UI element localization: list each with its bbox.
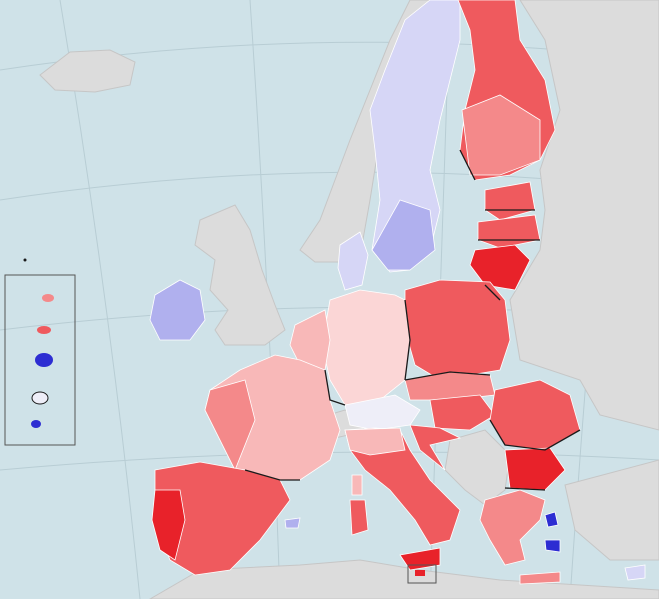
- region-crete: [519, 571, 561, 585]
- outermost-regions-inset: [4, 258, 76, 446]
- russia-belarus-ukraine: [509, 0, 659, 431]
- region-sweden-south: [371, 199, 436, 271]
- inset-island-1: [42, 294, 54, 302]
- inset-island-2: [37, 326, 51, 334]
- region-finland-south: [461, 94, 541, 176]
- great-britain: [194, 204, 286, 346]
- inset-frame: [4, 274, 76, 446]
- region-aegean-islands: [544, 511, 559, 528]
- region-greece: [479, 489, 546, 566]
- malta-inset-frame: [407, 564, 437, 584]
- turkey: [564, 459, 659, 561]
- region-balearics: [284, 517, 301, 529]
- region-lithuania: [469, 244, 531, 291]
- malta-inset-island: [415, 570, 425, 576]
- inset-island-4: [31, 391, 49, 405]
- region-portugal: [151, 489, 186, 561]
- region-croatia: [409, 424, 462, 471]
- region-ireland: [149, 279, 206, 341]
- inset-island-3: [35, 353, 53, 367]
- region-corsica: [351, 474, 363, 496]
- national-borders: [244, 149, 581, 491]
- region-cyprus: [624, 564, 646, 581]
- region-aegean-islands-2: [544, 539, 561, 553]
- inset-island-5: [31, 420, 41, 428]
- region-hungary: [429, 394, 496, 431]
- region-poland: [404, 279, 511, 381]
- region-italy-north: [344, 427, 406, 456]
- region-bulgaria: [504, 447, 566, 491]
- region-sardinia: [349, 499, 369, 536]
- iceland: [39, 49, 136, 93]
- eu-regions: [149, 0, 646, 585]
- region-denmark: [337, 231, 369, 291]
- inset-dot: [23, 258, 27, 262]
